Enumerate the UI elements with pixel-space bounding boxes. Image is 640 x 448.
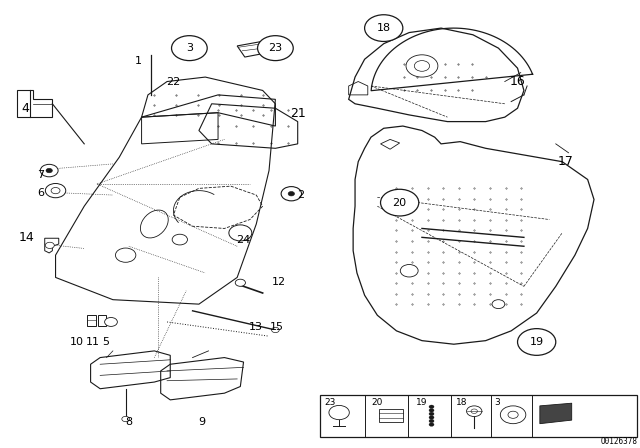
- Circle shape: [46, 168, 52, 173]
- Text: 13: 13: [249, 322, 263, 332]
- Circle shape: [429, 409, 434, 412]
- Circle shape: [429, 412, 434, 416]
- Circle shape: [271, 327, 279, 332]
- Text: 11: 11: [86, 337, 99, 347]
- Circle shape: [414, 60, 429, 71]
- Text: 7: 7: [37, 170, 44, 180]
- Circle shape: [122, 416, 129, 422]
- Text: O0126378: O0126378: [600, 437, 637, 446]
- Circle shape: [508, 411, 518, 418]
- Bar: [320, 395, 637, 437]
- Circle shape: [492, 300, 505, 309]
- Text: 18: 18: [377, 23, 391, 33]
- Bar: [380, 409, 403, 422]
- Text: 16: 16: [509, 75, 525, 88]
- Circle shape: [518, 329, 556, 355]
- Circle shape: [281, 187, 301, 201]
- Text: 23: 23: [268, 43, 282, 53]
- Text: 23: 23: [324, 398, 336, 407]
- Text: 15: 15: [269, 322, 284, 332]
- Text: 18: 18: [456, 398, 468, 407]
- Text: 20: 20: [371, 398, 382, 407]
- Text: 24: 24: [236, 235, 251, 245]
- Circle shape: [467, 406, 482, 417]
- Circle shape: [381, 189, 419, 216]
- Circle shape: [471, 409, 477, 414]
- Circle shape: [365, 15, 403, 42]
- Text: 12: 12: [271, 277, 285, 287]
- Circle shape: [429, 423, 434, 426]
- Circle shape: [257, 36, 293, 60]
- Circle shape: [104, 318, 117, 327]
- Circle shape: [51, 188, 60, 194]
- Circle shape: [45, 184, 66, 198]
- Circle shape: [429, 405, 434, 409]
- Text: 4: 4: [22, 102, 29, 115]
- Circle shape: [40, 164, 58, 177]
- Text: 1: 1: [135, 56, 142, 66]
- Text: 14: 14: [19, 231, 35, 244]
- Circle shape: [500, 406, 526, 424]
- Text: 6: 6: [37, 188, 44, 198]
- Text: 10: 10: [70, 337, 84, 347]
- Circle shape: [429, 419, 434, 423]
- Circle shape: [429, 416, 434, 419]
- Circle shape: [288, 191, 294, 196]
- Text: 19: 19: [529, 337, 544, 347]
- Circle shape: [172, 234, 188, 245]
- Circle shape: [329, 405, 349, 420]
- Circle shape: [229, 225, 252, 241]
- Circle shape: [172, 36, 207, 60]
- Circle shape: [400, 264, 418, 277]
- Circle shape: [115, 248, 136, 262]
- Circle shape: [406, 55, 438, 77]
- Text: 5: 5: [102, 337, 109, 347]
- Text: 19: 19: [415, 398, 427, 407]
- Text: 8: 8: [125, 417, 132, 427]
- Circle shape: [236, 279, 246, 286]
- Text: 2: 2: [298, 190, 305, 200]
- Text: 9: 9: [198, 417, 205, 427]
- Text: 17: 17: [557, 155, 573, 168]
- Text: 22: 22: [166, 77, 180, 86]
- Text: 3: 3: [186, 43, 193, 53]
- Polygon shape: [540, 403, 572, 424]
- Text: 21: 21: [290, 107, 305, 120]
- Text: 3: 3: [495, 398, 500, 407]
- Text: 20: 20: [392, 198, 406, 207]
- Circle shape: [45, 242, 54, 249]
